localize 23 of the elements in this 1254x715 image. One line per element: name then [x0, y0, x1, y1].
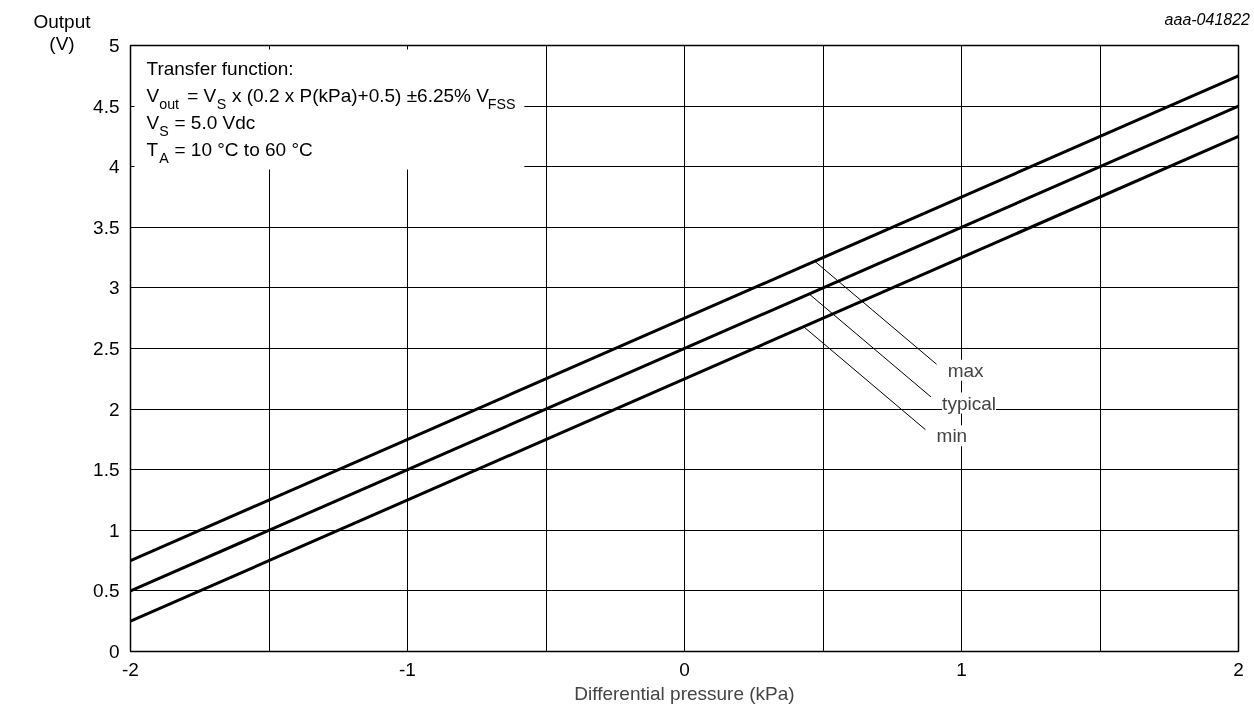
y-tick-label: 2: [108, 398, 120, 420]
annotation: Transfer function:: [146, 57, 294, 79]
y-tick-label: 3: [108, 277, 120, 299]
y-tick-label: 2.5: [93, 338, 120, 359]
x-tick-label: 0: [679, 658, 690, 680]
y-tick-label: 4: [108, 156, 120, 178]
x-axis-title: Differential pressure (kPa): [574, 682, 795, 704]
text: aaa-041822: [1164, 10, 1250, 30]
y-tick-label: 5: [108, 35, 120, 56]
annotation: typical: [942, 392, 996, 414]
y-axis-title: Output (V): [33, 11, 91, 55]
x-tick-label: 2: [1233, 658, 1244, 680]
y-tick-label: 1: [108, 519, 120, 541]
x-tick-label: -1: [399, 658, 416, 680]
annotation: min: [936, 425, 968, 447]
annotation: max: [947, 359, 985, 381]
y-tick-label: 0: [108, 641, 120, 662]
x-tick-label: 1: [956, 658, 967, 680]
x-tick-label: -2: [122, 658, 139, 680]
y-tick-label: 1.5: [93, 459, 120, 481]
y-tick-label: 4.5: [93, 95, 120, 117]
y-tick-label: 3.5: [93, 216, 120, 238]
y-tick-label: 0.5: [93, 580, 120, 602]
